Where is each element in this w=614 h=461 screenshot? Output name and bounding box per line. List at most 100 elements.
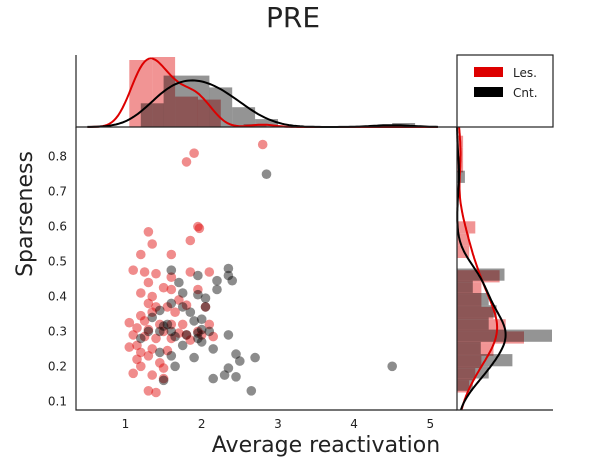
scatter-point-les (257, 139, 268, 150)
scatter-point-les (147, 307, 157, 318)
scatter-point-cnt (155, 305, 165, 316)
scatter-point-les (177, 319, 188, 330)
legend-swatch-cnt (474, 87, 503, 97)
legend-label-cnt: Cnt. (513, 86, 538, 100)
right-hist-bar (457, 343, 494, 356)
scatter-point-cnt (166, 298, 177, 309)
scatter-point-cnt (231, 372, 241, 382)
y-tick-label: 0.3 (48, 324, 67, 338)
scatter-point-les (174, 295, 184, 305)
scatter-point-les (162, 345, 173, 356)
scatter-point-les (147, 291, 157, 302)
scatter-point-les (147, 370, 157, 380)
scatter-point-cnt (155, 326, 165, 337)
right-hist-bar (457, 341, 481, 355)
scatter-point-les (151, 268, 161, 279)
scatter-point-cnt (196, 314, 207, 325)
scatter-point-les (204, 319, 215, 330)
scatter-point-cnt (231, 349, 241, 359)
scatter-point-cnt (158, 321, 169, 331)
scatter-point-les (193, 326, 203, 337)
scatter-point-cnt (166, 351, 177, 361)
scatter-point-les (143, 277, 154, 288)
scatter-point-les (151, 387, 161, 398)
scatter-point-les (143, 227, 154, 237)
scatter-point-les (185, 335, 196, 345)
scatter-point-les (166, 333, 177, 344)
right-hist-bar (457, 368, 476, 381)
x-tick-label: 2 (198, 417, 206, 431)
y-tick-label: 0.7 (48, 185, 67, 199)
scatter-point-les (124, 317, 135, 328)
top-kde-cnt-curve (87, 79, 438, 128)
scatter-point-cnt (193, 333, 203, 344)
right-hist-bar (457, 294, 482, 307)
right-kde-cnt-curve (456, 127, 507, 411)
scatter-point-les (204, 267, 215, 277)
y-tick-label: 0.5 (48, 255, 67, 269)
x-tick-label: 4 (350, 417, 358, 431)
scatter-point-cnt (223, 263, 234, 274)
scatter-point-les (193, 221, 203, 232)
scatter-point-les (128, 330, 138, 340)
scatter-point-cnt (250, 352, 260, 363)
y-tick-label: 0.2 (48, 359, 67, 373)
x-tick-label: 1 (122, 417, 130, 431)
scatter-point-les (143, 324, 154, 335)
scatter-point-les (136, 310, 146, 321)
scatter-point-cnt (246, 386, 257, 396)
scatter-point-les (132, 354, 142, 365)
right-hist-bar (457, 380, 470, 393)
scatter-point-les (158, 373, 169, 384)
scatter-panel: 1 2 3 4 5 0.1 0.2 0.3 0.4 0.5 0.6 0.7 0.8 Average r… (13, 127, 457, 458)
scatter-point-cnt (219, 370, 230, 380)
scatter-point-cnt (223, 330, 234, 340)
scatter-point-les (162, 302, 173, 312)
scatter-point-les (166, 272, 177, 283)
right-marginal-panel (456, 126, 553, 411)
scatter-point-les (132, 323, 142, 333)
scatter-point-les (208, 331, 218, 342)
scatter-point-cnt (143, 326, 154, 337)
legend-swatch-les (474, 67, 503, 77)
scatter-point-cnt (181, 330, 192, 340)
scatter-point-cnt (204, 326, 215, 337)
scatter-point-les (194, 223, 205, 234)
scatter-point-les (139, 316, 150, 326)
right-hist-bar (457, 366, 489, 379)
x-tick-label: 5 (426, 417, 434, 431)
scatter-point-les (151, 302, 161, 312)
scatter-point-cnt (387, 361, 398, 372)
scatter-point-les (151, 333, 161, 344)
scatter-point-les (174, 328, 184, 338)
right-hist-bar (457, 319, 506, 332)
top-marginal-panel (75, 55, 457, 128)
right-hist-bar (457, 280, 473, 293)
scatter-point-les (185, 235, 196, 246)
right-hist-bar (457, 355, 482, 368)
scatter-point-les (200, 302, 211, 312)
scatter-point-cnt (189, 352, 199, 363)
scatter-point-les (128, 368, 138, 379)
right-hist-bar (457, 282, 482, 295)
scatter-point-cnt (208, 373, 218, 384)
scatter-point-les (136, 249, 146, 260)
top-hist-bar (255, 119, 278, 127)
right-hist-bar (457, 305, 497, 318)
scatter-point-les (170, 307, 180, 318)
right-hist-bar (457, 331, 524, 344)
scatter-point-cnt (170, 331, 180, 342)
scatter-point-cnt (261, 169, 272, 179)
scatter-point-cnt (196, 337, 207, 347)
scatter-point-cnt (174, 277, 184, 288)
x-axis-title: Average reactivation (212, 433, 440, 458)
scatter-point-cnt (208, 344, 218, 354)
scatter-point-cnt (200, 302, 211, 312)
scatter-point-les (155, 358, 165, 368)
scatter-point-les (181, 300, 192, 311)
scatter-point-les (166, 249, 177, 260)
scatter-point-les (181, 157, 192, 167)
scatter-point-cnt (227, 275, 237, 286)
scatter-point-les (136, 347, 146, 358)
legend-frame (456, 54, 554, 128)
